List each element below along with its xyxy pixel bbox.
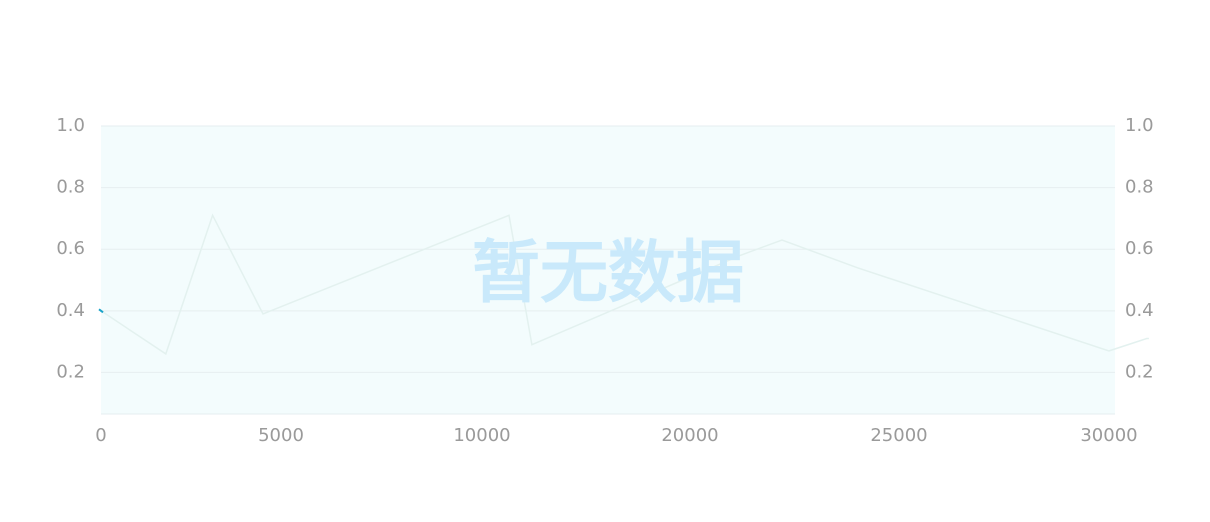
y-tick-label-right: 0.8 <box>1125 177 1154 198</box>
x-tick-label: 30000 <box>1080 425 1137 446</box>
empty-state-message: 暂无数据 <box>472 234 744 313</box>
y-tick-label-left: 0.6 <box>56 238 85 259</box>
y-tick-label-left: 0.4 <box>56 300 85 321</box>
y-tick-label-left: 0.8 <box>56 177 85 198</box>
y-tick-label-left: 0.2 <box>56 361 85 382</box>
x-axis-ticks: 0 5000 10000 20000 25000 30000 <box>95 425 1137 446</box>
y-tick-label-right: 1.0 <box>1125 115 1154 136</box>
y-tick-label-right: 0.6 <box>1125 238 1154 259</box>
y-tick-label-right: 0.2 <box>1125 361 1154 382</box>
x-tick-label: 0 <box>95 425 106 446</box>
y-axis-right-ticks: 1.0 0.8 0.6 0.4 0.2 <box>1125 115 1154 382</box>
series-start-marker <box>98 308 104 314</box>
series-layer <box>98 213 1149 356</box>
x-tick-label: 10000 <box>453 425 510 446</box>
plot-area-background <box>101 126 1115 414</box>
y-tick-label-left: 1.0 <box>56 115 85 136</box>
y-tick-label-right: 0.4 <box>1125 300 1154 321</box>
x-tick-label: 20000 <box>661 425 718 446</box>
x-tick-label: 5000 <box>258 425 304 446</box>
x-tick-label: 25000 <box>870 425 927 446</box>
series-line <box>100 213 1149 356</box>
y-axis-left-ticks: 1.0 0.8 0.6 0.4 0.2 <box>56 115 85 382</box>
